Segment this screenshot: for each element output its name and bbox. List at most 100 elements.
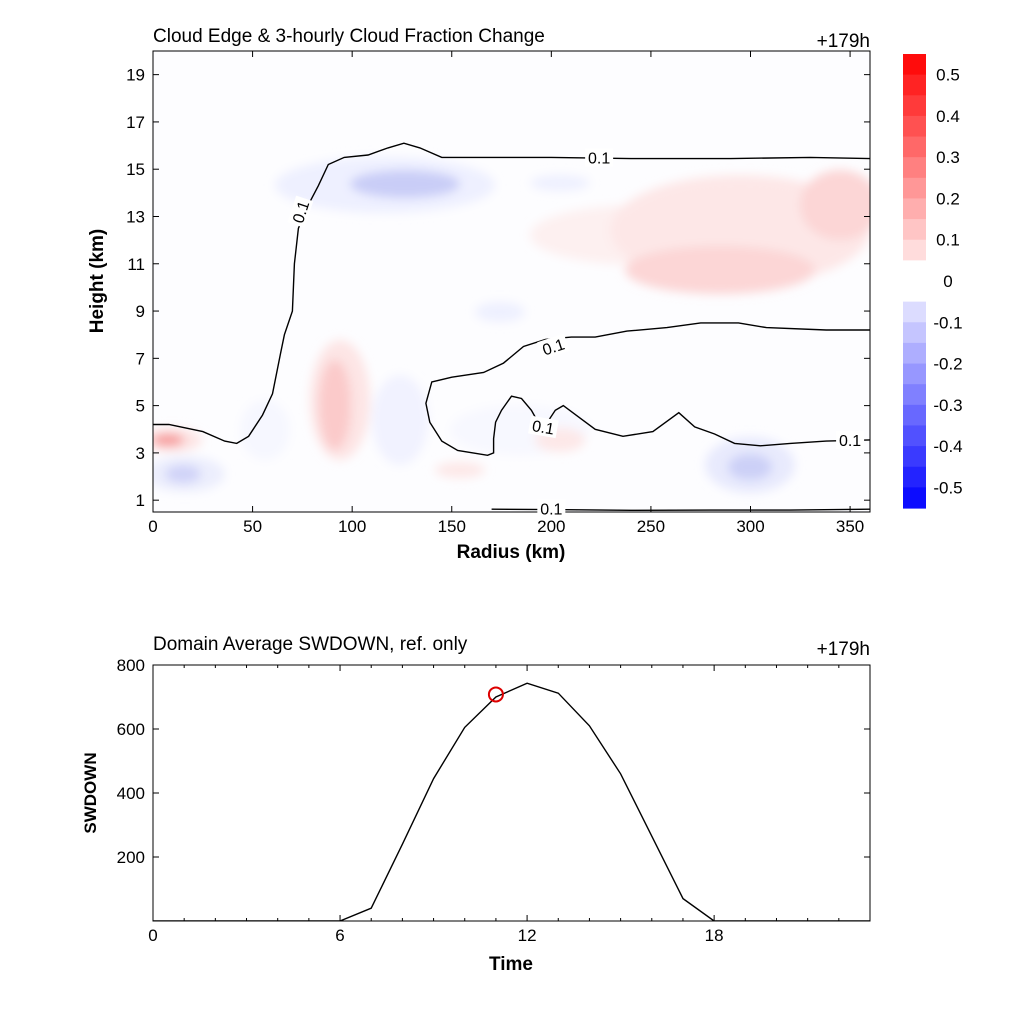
- colorbar-bin: [903, 260, 926, 282]
- contour-line: [153, 142, 870, 445]
- x-tick-label: 200: [537, 517, 565, 536]
- colorbar-tick-label: 0.3: [936, 148, 960, 167]
- colorbar-bin: [903, 54, 926, 76]
- line-panel: Domain Average SWDOWN, ref. only +179h 0…: [81, 634, 871, 975]
- colorbar-bin: [903, 219, 926, 241]
- y-tick-label: 17: [126, 113, 145, 132]
- colorbar-tick-label: 0.2: [936, 189, 960, 208]
- colorbar-bin: [903, 74, 926, 96]
- colorbar-tick-label: -0.5: [933, 478, 962, 497]
- contour-label-text: 0.1: [839, 433, 861, 450]
- colorbar-tick-label: 0.1: [936, 231, 960, 250]
- x-tick-label: 18: [705, 926, 724, 945]
- x-tick-label: 350: [836, 517, 864, 536]
- current-time-marker: [487, 686, 504, 703]
- colorbar-bin: [903, 363, 926, 385]
- heatmap-blob: [728, 454, 772, 480]
- colorbar-tick-label: 0: [943, 272, 952, 291]
- colorbar-bin: [903, 342, 926, 365]
- heatmap-blob: [319, 360, 351, 450]
- contour-label-bg: [528, 415, 559, 439]
- x-tick-label: 0: [148, 926, 157, 945]
- x-tick-label: 0: [148, 517, 157, 536]
- colorbar-bin: [903, 281, 926, 303]
- line-plot-frame: [152, 664, 871, 922]
- colorbar-tick-label: -0.1: [933, 313, 962, 332]
- colorbar-bin: [903, 198, 926, 220]
- heatmap-blob: [240, 400, 290, 460]
- contour-label: 0.1: [537, 499, 566, 518]
- x-tick-label: 6: [335, 926, 344, 945]
- contour-label-text: 0.1: [588, 150, 610, 167]
- colorbar-bin: [903, 115, 926, 138]
- x-tick-label: 100: [338, 517, 366, 536]
- contour-label-text: 0.1: [531, 418, 556, 439]
- x-tick-label: 150: [438, 517, 466, 536]
- y-tick-label: 3: [136, 444, 145, 463]
- contour-label-bg: [537, 333, 570, 360]
- colorbar-bin: [903, 177, 926, 200]
- y-tick-label: 1: [136, 491, 145, 510]
- y-tick-label: 800: [117, 656, 145, 675]
- heatmap-blob: [372, 375, 428, 465]
- contour-line: [425, 322, 870, 457]
- heatmap-blob: [625, 246, 815, 294]
- colorbar-bin: [903, 322, 926, 344]
- heatmap-blob: [475, 302, 525, 322]
- heatmap-time-label: +179h: [817, 31, 870, 52]
- y-tick-label: 11: [127, 255, 145, 274]
- heatmap-blob: [530, 175, 590, 191]
- contour-label-bg: [585, 148, 614, 167]
- colorbar-bin: [903, 384, 926, 406]
- x-tick-label: 250: [637, 517, 665, 536]
- colorbar-tick-label: -0.4: [933, 437, 962, 456]
- contour-label-bg: [537, 499, 566, 518]
- colorbar-tick-label: -0.3: [933, 396, 962, 415]
- line-time-label: +179h: [817, 639, 870, 660]
- colorbar-bin: [903, 404, 926, 427]
- colorbar-bin: [903, 136, 926, 158]
- contour-label-text: 0.1: [541, 336, 568, 359]
- colorbar-bin: [903, 95, 926, 117]
- contour-label: 0.1: [537, 333, 570, 360]
- y-tick-label: 19: [126, 66, 145, 85]
- colorbar-tick-label: 0.4: [936, 107, 960, 126]
- colorbar-bin: [903, 466, 926, 488]
- colorbar-tick-label: -0.2: [933, 355, 962, 374]
- line-y-label: SWDOWN: [81, 752, 100, 833]
- x-tick-label: 12: [518, 926, 537, 945]
- line-x-label: Time: [489, 954, 533, 975]
- contour-label: 0.1: [528, 415, 559, 439]
- colorbar-bin: [903, 446, 926, 468]
- heatmap-blob: [153, 434, 184, 446]
- y-tick-label: 13: [126, 207, 145, 226]
- colorbar-bin: [903, 487, 926, 509]
- colorbar-bin: [903, 425, 926, 447]
- contour-label-bg: [287, 195, 314, 228]
- heatmap-panel: Cloud Edge & 3-hourly Cloud Fraction Cha…: [87, 26, 963, 563]
- contour-label-bg: [836, 430, 865, 449]
- heatmap-plot-frame: [152, 50, 871, 513]
- heatmap-y-label: Height (km): [87, 229, 108, 334]
- heatmap-blob: [350, 170, 460, 198]
- heatmap-field: [153, 51, 870, 512]
- colorbar-bin: [903, 239, 926, 261]
- colorbar-tick-label: 0.5: [936, 66, 960, 85]
- y-tick-label: 15: [126, 160, 145, 179]
- heatmap-blob: [800, 170, 870, 240]
- line-axes: 0 6 12 18 200 400 600 800: [117, 656, 871, 945]
- heatmap-title: Cloud Edge & 3-hourly Cloud Fraction Cha…: [153, 26, 545, 47]
- contour-label-text: 0.1: [290, 199, 313, 226]
- line-title: Domain Average SWDOWN, ref. only: [153, 634, 468, 655]
- x-tick-label: 300: [736, 517, 764, 536]
- contour-label-text: 0.1: [540, 501, 562, 518]
- contour-labels: 0.1 0.1 0.1 0.1 0.1 0.1: [287, 148, 865, 518]
- y-tick-label: 400: [117, 784, 145, 803]
- swdown-series-line: [153, 682, 870, 921]
- contour-label: 0.1: [585, 148, 614, 167]
- contour-label: 0.1: [836, 430, 865, 450]
- heatmap-blob: [165, 465, 201, 483]
- colorbar-bin: [903, 157, 926, 179]
